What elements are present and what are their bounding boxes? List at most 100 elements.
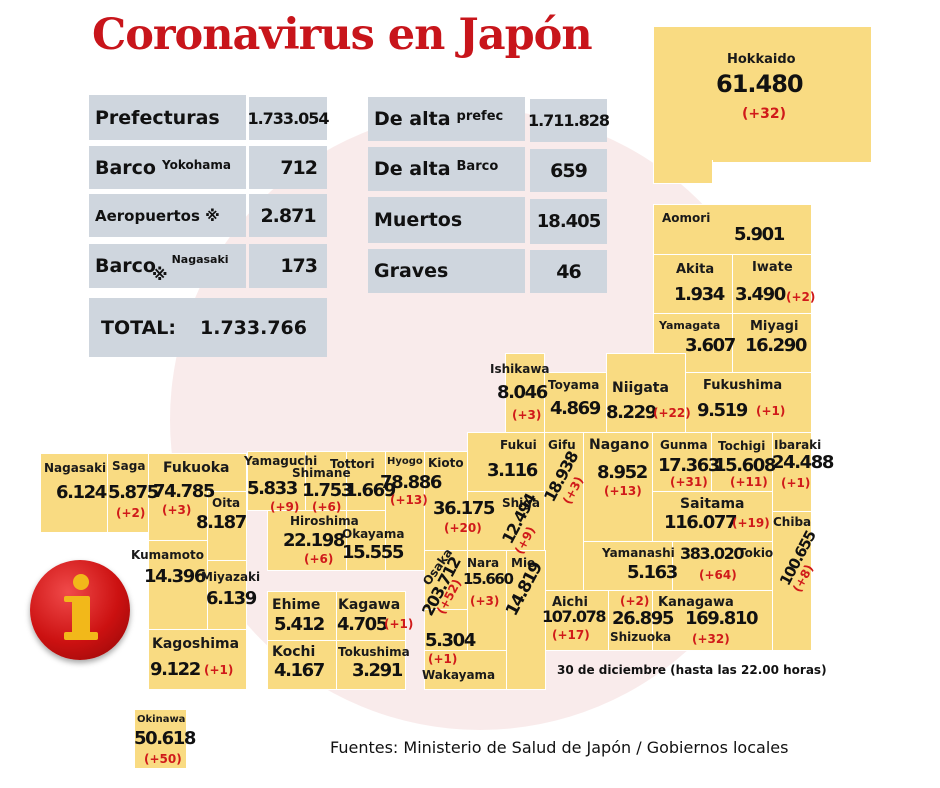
nagasaki-value: 6.124 bbox=[56, 482, 107, 503]
shimane-cell bbox=[305, 451, 347, 511]
ehime-value: 5.412 bbox=[274, 614, 325, 635]
nara-increment: (+3) bbox=[470, 594, 500, 608]
fukuoka-name: Fukuoka bbox=[163, 460, 230, 476]
akita-name: Akita bbox=[676, 262, 715, 277]
dealta-barco-sub: Barco bbox=[456, 158, 499, 174]
tokio-increment: (+64) bbox=[699, 568, 737, 582]
total-label: TOTAL: bbox=[101, 316, 177, 339]
miyazaki-value: 6.139 bbox=[206, 588, 257, 609]
yamaguchi-value: 5.833 bbox=[247, 478, 298, 499]
prefecturas-value-box: 1.733.054 bbox=[247, 97, 330, 140]
nagasaki-name: Nagasaki bbox=[44, 461, 107, 475]
ibaraki-cell bbox=[772, 432, 812, 512]
saga-name: Saga bbox=[112, 459, 146, 473]
graves-value: 46 bbox=[556, 260, 581, 283]
toyama-cell bbox=[544, 372, 607, 433]
okinawa-increment: (+50) bbox=[144, 752, 182, 766]
barco-nagasaki-label: Barco bbox=[95, 255, 156, 277]
kagoshima-value: 9.122 bbox=[150, 659, 201, 680]
dealta-prefec-label: De alta bbox=[374, 108, 451, 130]
aeropuertos-value-box: 2.871 bbox=[249, 194, 327, 237]
saitama-increment: (+19) bbox=[732, 516, 770, 530]
barco-yokohama-label-box: Barco Yokohama bbox=[89, 146, 246, 189]
fukushima-value: 9.519 bbox=[697, 400, 748, 421]
fukuoka-increment: (+3) bbox=[162, 503, 192, 517]
miyazaki-name: Miyazaki bbox=[201, 570, 261, 584]
kanagawa-value: 169.810 bbox=[685, 608, 759, 629]
tokushima-cell bbox=[336, 640, 406, 690]
dealta-barco-label-box: De alta Barco bbox=[368, 147, 525, 191]
tochigi-value: 15.608 bbox=[714, 455, 776, 476]
kochi-cell bbox=[267, 640, 337, 690]
tochigi-name: Tochigi bbox=[718, 439, 766, 453]
kioto-value: 36.175 bbox=[433, 498, 495, 519]
dealta-barco-value: 659 bbox=[550, 159, 588, 182]
hiroshima-name: Hiroshima bbox=[290, 514, 359, 528]
barco-yokohama-label: Barco bbox=[95, 156, 156, 179]
barco-yokohama-value: 712 bbox=[280, 156, 318, 179]
okayama-cell bbox=[346, 510, 386, 571]
aichi-increment: (+17) bbox=[552, 628, 590, 642]
fukui-name: Fukui bbox=[500, 438, 537, 452]
date-note: 30 de diciembre (hasta las 22.00 horas) bbox=[557, 663, 827, 677]
mie-cell bbox=[506, 550, 546, 690]
miyazaki-cell bbox=[207, 560, 247, 630]
iwate-cell bbox=[732, 254, 812, 314]
barco-nagasaki-value: 173 bbox=[280, 255, 318, 277]
miyagi-name: Miyagi bbox=[750, 319, 799, 334]
wakayama-south-cell bbox=[424, 650, 507, 690]
kumamoto-name: Kumamoto bbox=[131, 548, 204, 562]
nagasaki-cell bbox=[40, 453, 108, 533]
yamagata-name: Yamagata bbox=[659, 319, 721, 332]
hyogo-value: 78.886 bbox=[380, 472, 442, 493]
ishikawa-increment: (+3) bbox=[512, 408, 542, 422]
barco-nagasaki-label-box: Barco ※ Nagasaki bbox=[89, 244, 246, 288]
aichi-name: Aichi bbox=[552, 595, 588, 610]
prefecturas-label: Prefecturas bbox=[95, 106, 220, 129]
gifu-name: Gifu bbox=[548, 438, 576, 452]
graves-label-box: Graves bbox=[368, 249, 525, 293]
nagano-cell bbox=[583, 432, 653, 542]
aeropuertos-value: 2.871 bbox=[260, 204, 316, 227]
kochi-name: Kochi bbox=[272, 644, 316, 660]
kumamoto-value: 14.396 bbox=[144, 566, 206, 587]
yamanashi-name: Yamanashi bbox=[602, 546, 675, 560]
wakayama-cell bbox=[424, 609, 468, 651]
tokio-cell bbox=[672, 541, 773, 591]
tokio-name: Tokio bbox=[738, 546, 774, 560]
shizuoka-increment: (+2) bbox=[620, 594, 650, 608]
aichi-value: 107.078 bbox=[542, 607, 606, 626]
dealta-prefec-value: 1.711.828 bbox=[527, 111, 610, 130]
nara-value: 15.660 bbox=[463, 570, 514, 588]
wakayama-value: 5.304 bbox=[425, 630, 476, 651]
niigata-name: Niigata bbox=[612, 380, 669, 396]
shiga-cell bbox=[467, 491, 545, 551]
kanagawa-name: Kanagawa bbox=[658, 595, 734, 610]
kagoshima-cell bbox=[148, 629, 247, 690]
dealta-prefec-sub: prefec bbox=[456, 108, 504, 124]
kochi-value: 4.167 bbox=[274, 660, 325, 681]
saga-value: 5.875 bbox=[108, 482, 159, 503]
prefecturas-label-box: Prefecturas bbox=[89, 95, 246, 140]
miyagi-value: 16.290 bbox=[745, 335, 807, 356]
toyama-value: 4.869 bbox=[550, 398, 601, 419]
iwate-name: Iwate bbox=[752, 260, 793, 275]
hokkaido-name: Hokkaido bbox=[727, 52, 796, 67]
hokkaido-value: 61.480 bbox=[716, 70, 804, 98]
saga-cell bbox=[107, 453, 149, 533]
muertos-value: 18.405 bbox=[536, 211, 601, 232]
niigata-increment: (+22) bbox=[653, 406, 691, 420]
dealta-prefec-value-box: 1.711.828 bbox=[527, 99, 610, 142]
barco-nagasaki-value-box: 173 bbox=[249, 244, 327, 288]
dealta-prefec-label-box: De alta prefec bbox=[368, 97, 525, 141]
wakayama-increment: (+1) bbox=[428, 652, 458, 666]
aeropuertos-label-box: Aeropuertos ※ bbox=[89, 194, 246, 237]
miyagi-cell bbox=[732, 313, 812, 373]
kioto-increment: (+20) bbox=[444, 521, 482, 535]
gunma-name: Gunma bbox=[660, 438, 708, 452]
aomori-name: Aomori bbox=[662, 211, 711, 225]
tochigi-cell bbox=[711, 432, 773, 492]
shimane-value: 1.753 bbox=[302, 480, 353, 501]
oita-name: Oita bbox=[212, 496, 241, 510]
ishikawa-name: Ishikawa bbox=[490, 362, 550, 376]
